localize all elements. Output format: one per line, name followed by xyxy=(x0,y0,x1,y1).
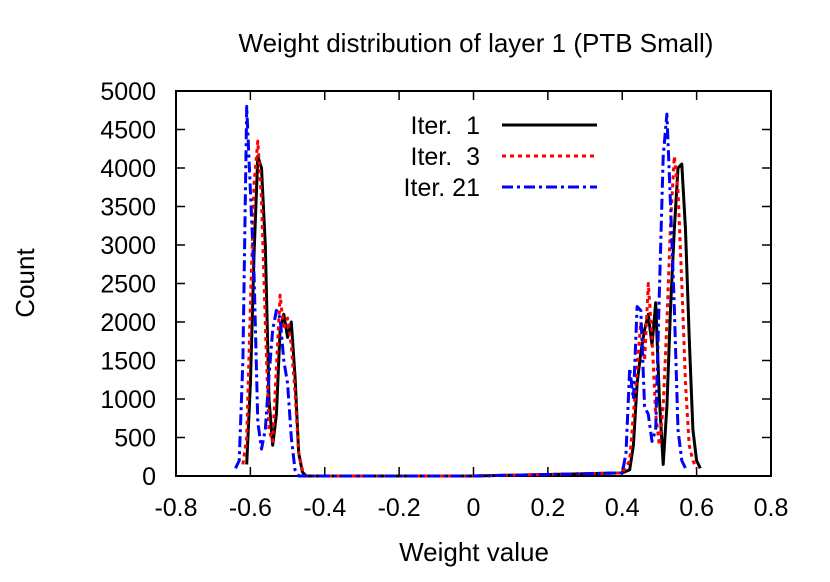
y-tick-label: 4500 xyxy=(100,117,156,145)
y-tick-label: 2000 xyxy=(100,309,156,337)
x-tick-label: 0.6 xyxy=(679,494,714,522)
y-tick-label: 4000 xyxy=(100,155,156,183)
x-tick-label: -0.6 xyxy=(229,494,272,522)
y-tick-label: 5000 xyxy=(100,78,156,106)
x-tick-label: 0 xyxy=(467,494,481,522)
axis-ticks: -0.8 -0.6 -0.4 -0.2 0 0.2 0.4 0.6 0.8 0 500 1000 150… xyxy=(100,78,788,522)
legend-label: Iter. 1 xyxy=(411,112,480,140)
x-tick-label: 0.4 xyxy=(605,494,640,522)
series-group xyxy=(234,104,702,478)
legend-label: Iter. 21 xyxy=(404,174,480,202)
legend: Iter. 1 Iter. 3 Iter. 21 xyxy=(404,112,597,202)
series-line-3 xyxy=(234,104,687,478)
x-axis-label: Weight value xyxy=(399,537,549,567)
y-tick-label: 1000 xyxy=(100,386,156,414)
y-tick-label: 0 xyxy=(142,463,156,491)
y-axis-label: Count xyxy=(10,248,40,318)
x-tick-label: 0.2 xyxy=(530,494,565,522)
x-tick-label: -0.4 xyxy=(303,494,346,522)
series-line-1 xyxy=(245,154,702,478)
chart-title: Weight distribution of layer 1 (PTB Smal… xyxy=(239,28,714,58)
x-tick-label: -0.2 xyxy=(378,494,421,522)
x-tick-label: 0.8 xyxy=(754,494,789,522)
x-tick-label: -0.8 xyxy=(154,494,197,522)
y-tick-label: 2500 xyxy=(100,271,156,299)
y-tick-label: 1500 xyxy=(100,348,156,376)
legend-label: Iter. 3 xyxy=(411,143,480,171)
y-tick-label: 3500 xyxy=(100,194,156,222)
y-tick-label: 3000 xyxy=(100,232,156,260)
y-tick-label: 500 xyxy=(114,425,156,453)
